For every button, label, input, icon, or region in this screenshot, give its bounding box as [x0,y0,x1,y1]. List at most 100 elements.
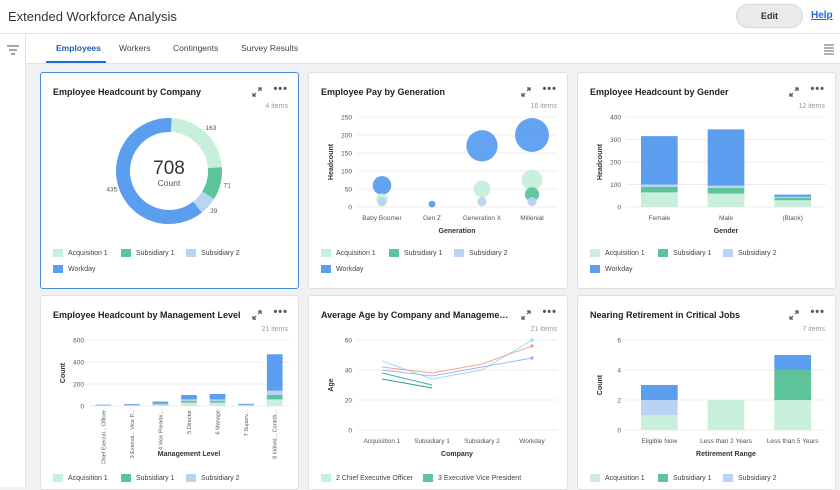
tab-bar: Employees Workers Contingents Survey Res… [26,34,840,64]
legend-label: Subsidiary 1 [136,250,175,257]
chart-legend: Acquisition 1 Subsidiary 1 Subsidiary 2 [53,474,293,488]
bar-segment [641,192,678,207]
x-tick-label: 6 Manage [216,410,222,434]
chart-legend: Acquisition 1 Subsidiary 1 Subsidiary 2 … [321,249,561,279]
data-point [530,338,534,342]
bar-segment [267,399,283,406]
bar-segment [641,185,678,187]
card-pay-by-generation[interactable]: Employee Pay by Generation ••• 16 items … [308,72,568,289]
y-tick-label: 0 [348,205,352,212]
x-axis-label: Retirement Range [696,451,756,458]
tab-employees[interactable]: Employees [56,43,101,53]
legend-swatch [121,474,131,482]
edit-button[interactable]: Edit [736,4,803,28]
card-headcount-by-company[interactable]: Employee Headcount by Company ••• 4 item… [40,72,299,289]
data-label: 435 [106,186,117,193]
bar-segment [238,404,254,405]
bubble [429,201,436,208]
more-icon[interactable]: ••• [542,306,557,318]
bar-segment [641,136,678,184]
legend-label: Subsidiary 2 [469,250,508,257]
legend-item: 3 Executive Vice President [423,474,521,482]
expand-icon[interactable] [789,310,799,320]
card-headcount-by-management-level[interactable]: Employee Headcount by Management Level •… [40,295,299,490]
expand-icon[interactable] [252,87,262,97]
expand-icon[interactable] [521,87,531,97]
y-tick-label: 250 [341,115,352,122]
legend-label: Subsidiary 1 [136,475,175,482]
y-tick-label: 20 [345,398,353,405]
tab-contingents[interactable]: Contingents [173,43,218,53]
bar-segment [181,401,197,403]
list-icon[interactable] [823,43,835,55]
legend-label: Acquisition 1 [336,250,376,257]
legend-label: 2 Chief Executive Officer [336,475,413,482]
legend-item: Subsidiary 2 [454,249,508,257]
card-average-age[interactable]: Average Age by Company and Managemen... … [308,295,568,490]
legend-label: Acquisition 1 [605,475,645,482]
bar-segment [708,400,745,430]
chart-legend: 2 Chief Executive Officer 3 Executive Vi… [321,474,561,488]
legend-label: Acquisition 1 [605,250,645,257]
x-tick-label: 5 Director [187,410,193,434]
bar-segment [708,188,745,194]
legend-swatch [723,474,733,482]
chart-legend: Acquisition 1 Subsidiary 1 Subsidiary 2 [590,474,830,488]
legend-swatch [454,249,464,257]
more-icon[interactable]: ••• [810,83,825,95]
y-tick-label: 200 [610,160,621,167]
legend-swatch [186,474,196,482]
legend-item: Acquisition 1 [321,249,376,257]
help-link[interactable]: Help [811,10,833,21]
expand-icon[interactable] [252,310,262,320]
expand-icon[interactable] [789,87,799,97]
more-icon[interactable]: ••• [273,306,288,318]
expand-icon[interactable] [521,310,531,320]
bar-segment [708,194,745,208]
bubble [377,197,386,206]
bar-segment [153,404,169,405]
x-tick-label: Less than 2 Years [700,438,752,445]
x-axis-label: Generation [439,228,476,235]
legend-swatch [321,474,331,482]
y-tick-label: 4 [617,368,621,375]
legend-label: Workday [605,266,633,273]
bubble [373,176,392,195]
y-axis-label: Age [328,378,335,391]
filter-icon[interactable] [6,44,20,56]
bar-segment [181,399,197,401]
legend-label: Subsidiary 1 [673,475,712,482]
bar-segment [267,395,283,399]
legend-label: Subsidiary 1 [673,250,712,257]
legend-swatch [590,265,600,273]
more-icon[interactable]: ••• [542,83,557,95]
x-tick-label: Millenial [520,215,544,222]
tab-workers[interactable]: Workers [119,43,151,53]
card-headcount-by-gender[interactable]: Employee Headcount by Gender ••• 12 item… [577,72,836,289]
bar-segment [95,405,111,406]
data-point [530,344,534,348]
legend-swatch [658,474,668,482]
x-tick-label: 2 Chief Executi... Officer [101,410,107,464]
legend-swatch [723,249,733,257]
more-icon[interactable]: ••• [273,83,288,95]
x-tick-label: Subsidiary 2 [464,438,500,445]
donut-total-value: 708 [153,158,185,179]
x-tick-label: 4 Vice Preside... [158,410,164,450]
y-tick-label: 200 [341,133,352,140]
card-nearing-retirement[interactable]: Nearing Retirement in Critical Jobs ••• … [577,295,836,490]
legend-item: Acquisition 1 [53,474,108,482]
bar-segment [774,400,811,430]
y-tick-label: 60 [345,338,353,345]
bar-segment [708,129,745,185]
x-tick-label: 8 Individ... Contrib... [273,410,279,459]
item-count: 21 items [262,326,288,333]
bar-segment [210,403,226,406]
y-axis-label: Headcount [597,143,604,180]
more-icon[interactable]: ••• [810,306,825,318]
chart-legend: Acquisition 1 Subsidiary 1 Subsidiary 2 … [590,249,830,279]
left-sidebar [0,34,26,487]
legend-swatch [590,249,600,257]
tab-survey-results[interactable]: Survey Results [241,43,298,53]
